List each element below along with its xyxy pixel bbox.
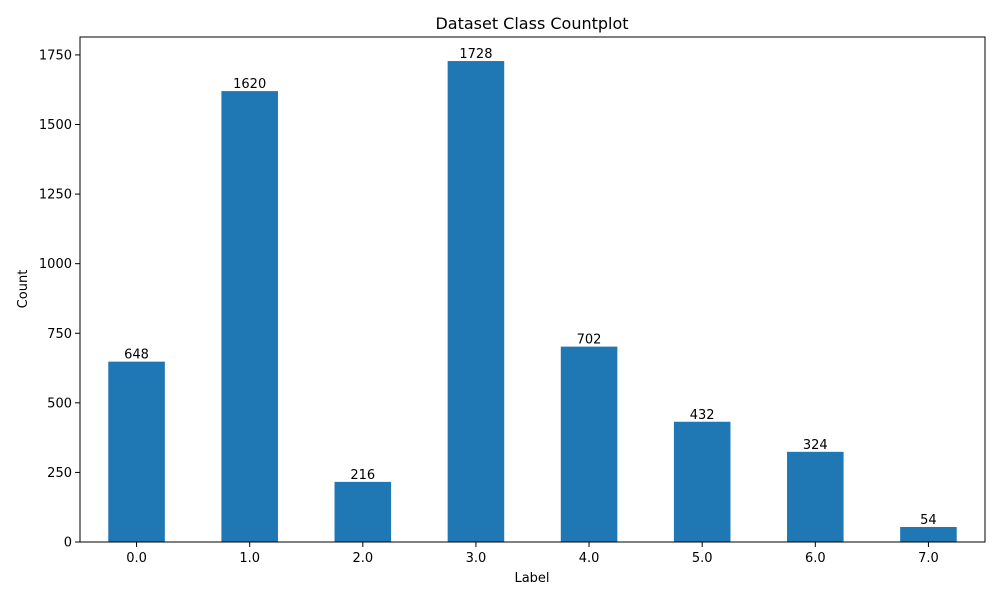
data-label-6.0: 324: [803, 438, 828, 453]
bar-2.0: [334, 481, 392, 542]
chart-title: Dataset Class Countplot: [435, 14, 628, 33]
y-tick-label-0: 0: [64, 536, 72, 551]
bar-3.0: [447, 61, 505, 543]
bar-6.0: [787, 451, 844, 542]
data-labels-group: 648 1620 216 1728 702 432 324 54: [124, 47, 937, 528]
y-tick-label-1500: 1500: [39, 118, 72, 133]
x-tick-label-4.0: 4.0: [579, 551, 600, 566]
data-label-5.0: 432: [690, 408, 715, 423]
y-tick-label-250: 250: [47, 466, 72, 481]
data-label-7.0: 54: [920, 513, 937, 528]
x-axis-ticks: 0.0 1.0 2.0 3.0 4.0 5.0 6.0 7.0: [126, 542, 939, 566]
plot-frame: [79, 36, 986, 543]
x-tick-label-1.0: 1.0: [239, 551, 260, 566]
x-tick-label-3.0: 3.0: [466, 551, 487, 566]
bar-7.0: [900, 526, 957, 542]
data-label-3.0: 1728: [459, 47, 492, 62]
y-tick-label-500: 500: [47, 396, 72, 411]
bar-0.0: [108, 361, 165, 542]
bars-group: [108, 61, 957, 543]
y-axis-ticks: 0 250 500 750 1000 1250 1500 1750: [39, 48, 80, 551]
bar-4.0: [560, 346, 618, 542]
x-tick-label-5.0: 5.0: [692, 551, 713, 566]
x-tick-label-0.0: 0.0: [126, 551, 147, 566]
y-tick-label-1000: 1000: [39, 257, 72, 272]
x-tick-label-2.0: 2.0: [352, 551, 373, 566]
data-label-0.0: 648: [124, 348, 149, 363]
data-label-4.0: 702: [577, 333, 602, 348]
y-tick-label-750: 750: [47, 327, 72, 342]
bar-1.0: [221, 91, 278, 542]
data-label-1.0: 1620: [233, 77, 266, 92]
data-label-2.0: 216: [350, 468, 375, 483]
x-tick-label-7.0: 7.0: [918, 551, 939, 566]
y-tick-label-1750: 1750: [39, 48, 72, 63]
x-axis-label: Label: [514, 571, 549, 586]
bar-5.0: [673, 421, 731, 542]
x-tick-label-6.0: 6.0: [805, 551, 826, 566]
y-axis-label: Count: [16, 270, 31, 309]
y-tick-label-1250: 1250: [39, 188, 72, 203]
